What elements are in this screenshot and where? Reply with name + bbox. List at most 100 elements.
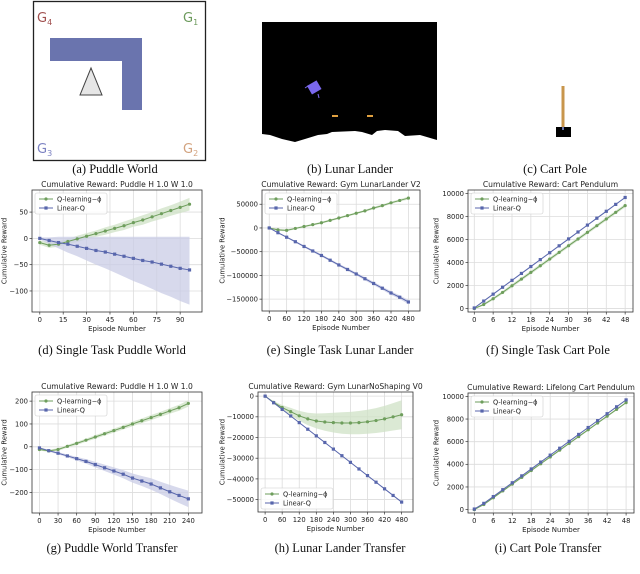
- data-point-q-learning: [276, 228, 280, 232]
- data-point-q-learning: [382, 417, 387, 421]
- data-point-linear-q: [169, 264, 173, 268]
- data-point-linear-q: [94, 248, 98, 253]
- y-tick-label: 0: [460, 506, 464, 514]
- data-point-q-learning: [113, 226, 117, 230]
- legend-marker-q-learning: [274, 197, 278, 201]
- y-tick-label: 50: [19, 208, 28, 216]
- data-point-linear-q: [75, 457, 79, 461]
- data-point-q-learning: [345, 214, 350, 218]
- y-axis-label: Cumulative Reward: [1, 218, 9, 284]
- goal-label-g4: G4: [37, 11, 52, 27]
- legend-label-linear-q: Linear-Q: [493, 407, 521, 415]
- data-point-linear-q: [501, 488, 505, 492]
- data-point-linear-q: [178, 266, 182, 270]
- data-point-linear-q: [267, 226, 271, 230]
- lunar-lander-illustration: [262, 22, 437, 142]
- data-point-q-learning: [311, 223, 315, 227]
- data-point-linear-q: [302, 244, 306, 249]
- data-point-linear-q: [539, 460, 543, 464]
- data-point-q-learning: [306, 417, 310, 421]
- data-point-q-learning: [566, 244, 571, 248]
- legend-marker-q-learning: [44, 399, 48, 403]
- data-point-linear-q: [623, 195, 627, 200]
- data-point-linear-q: [319, 253, 324, 258]
- y-tick-label: −50000: [227, 496, 254, 504]
- data-point-q-learning: [93, 435, 97, 439]
- data-point-linear-q: [103, 250, 107, 254]
- data-point-linear-q: [323, 440, 327, 445]
- data-point-q-learning: [168, 409, 172, 413]
- plot-frame: [467, 189, 634, 313]
- data-point-linear-q: [510, 278, 514, 282]
- y-tick-label: 8000: [447, 415, 464, 423]
- data-point-linear-q: [141, 258, 145, 263]
- data-point-linear-q: [112, 469, 116, 473]
- data-point-q-learning: [380, 204, 384, 208]
- data-point-q-learning: [624, 401, 628, 405]
- legend-marker-q-learning: [44, 197, 48, 201]
- puddle-shape: [50, 38, 142, 110]
- legend-label-q-learning: Q-learning−ϕ: [283, 490, 328, 498]
- y-tick-label: 8000: [447, 213, 464, 221]
- data-point-linear-q: [548, 251, 552, 255]
- goal-label-g2: G2: [183, 142, 198, 158]
- data-point-linear-q: [131, 256, 135, 260]
- data-point-linear-q: [585, 223, 590, 227]
- x-axis-label: Episode Number: [88, 325, 146, 333]
- x-tick-label: 24: [545, 316, 554, 324]
- x-axis-label: Episode Number: [522, 526, 580, 534]
- chart-title: Cumulative Reward: Gym LunarNoShaping V0: [248, 382, 422, 391]
- data-point-linear-q: [520, 474, 524, 478]
- data-point-linear-q: [37, 446, 42, 450]
- data-point-q-learning: [289, 410, 293, 414]
- data-point-q-learning: [112, 428, 116, 433]
- data-point-linear-q: [472, 306, 476, 310]
- y-tick-label: −10000: [227, 413, 254, 421]
- chart-g: 0 30 60 90 120 150 180 210 240 −200 −100 0 100 200 Cum…: [1, 382, 203, 534]
- chart-title: Cumulative Reward: Gym LunarLander V2: [261, 180, 421, 189]
- cart-pole-illustration: [556, 86, 571, 137]
- plot-frame: [31, 189, 203, 313]
- data-point-q-learning: [614, 210, 618, 214]
- data-point-linear-q: [348, 460, 353, 464]
- x-tick-label: 0: [37, 517, 41, 525]
- data-point-linear-q: [614, 202, 618, 206]
- data-point-linear-q: [168, 490, 172, 494]
- data-point-q-learning: [319, 221, 324, 225]
- x-tick-label: 300: [344, 516, 357, 524]
- y-tick-label: 2000: [447, 282, 464, 290]
- data-point-q-learning: [374, 418, 378, 423]
- chart-title: Cumulative Reward: Puddle H 1.0 W 1.0: [41, 382, 193, 391]
- x-tick-label: 60: [129, 316, 138, 324]
- legend-label-q-learning: Q-learning−ϕ: [287, 195, 332, 203]
- x-tick-label: 0: [263, 516, 267, 524]
- legend-label-q-learning: Q-learning−ϕ: [57, 195, 102, 203]
- x-tick-label: 42: [603, 517, 612, 525]
- data-point-linear-q: [558, 446, 562, 450]
- data-point-q-learning: [529, 270, 533, 275]
- data-point-linear-q: [538, 258, 542, 262]
- data-point-linear-q: [500, 285, 505, 289]
- data-point-q-learning: [615, 407, 619, 412]
- data-point-linear-q: [576, 230, 580, 234]
- x-tick-label: 36: [583, 316, 592, 324]
- y-tick-label: 0: [24, 235, 28, 243]
- data-point-linear-q: [382, 487, 387, 491]
- data-point-q-learning: [121, 425, 125, 429]
- y-tick-label: −100: [9, 466, 28, 474]
- x-tick-label: 6: [491, 517, 495, 525]
- x-axis-label: Episode Number: [88, 526, 146, 534]
- x-tick-label: 45: [106, 316, 115, 324]
- cart-axle-icon: [562, 127, 564, 130]
- x-tick-label: 240: [327, 516, 340, 524]
- y-tick-label: 0: [254, 224, 258, 232]
- data-point-linear-q: [491, 494, 495, 499]
- data-point-q-learning: [323, 420, 327, 424]
- data-point-linear-q: [56, 240, 61, 245]
- y-tick-label: 0: [460, 305, 464, 313]
- data-point-q-learning: [605, 414, 609, 418]
- x-tick-label: 240: [332, 315, 345, 323]
